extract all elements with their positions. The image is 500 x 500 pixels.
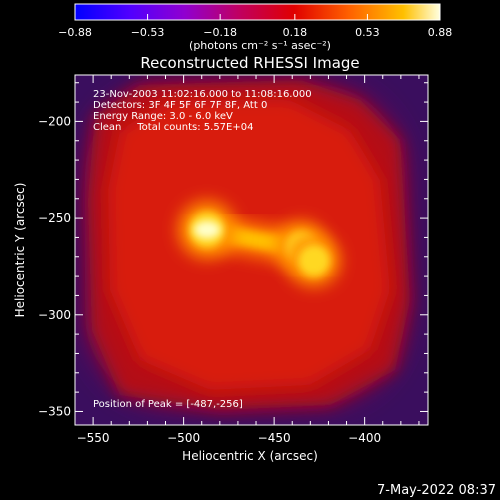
x-tick-label: −500 [167,431,200,445]
colorbar-unit-label: (photons cm⁻² s⁻¹ asec⁻²) [189,39,331,52]
x-axis-ticks: −550 −500 −450 −400 [77,75,420,445]
heatmap-sources [178,200,341,287]
y-axis-ticks: −350 −300 −250 −200 [38,82,428,418]
x-tick-label: −400 [348,431,381,445]
x-tick-label: −550 [77,431,110,445]
colorbar-tick-label: −0.18 [203,26,237,39]
colorbar-gradient [74,3,441,21]
x-axis-label: Heliocentric X (arcsec) [182,449,318,463]
colorbar-tick-label: 0.88 [428,26,453,39]
heatmap-image [75,75,428,425]
colorbar-tick-label: −0.53 [131,26,165,39]
y-tick-label: −250 [38,211,71,225]
footer-timestamp: 7-May-2022 08:37 [377,483,496,498]
y-axis-label: Heliocentric Y (arcsec) [13,183,27,318]
annotation-peak-position: Position of Peak = [-487,-256] [93,399,243,410]
annotation-energy-range: Energy Range: 3.0 - 6.0 keV [93,111,233,122]
annotation-time-range: 23-Nov-2003 11:02:16.000 to 11:08:16.000 [93,89,312,100]
colorbar-tick-label: −0.88 [58,26,92,39]
colorbar-tick-label: 0.53 [355,26,380,39]
colorbar: −0.88 −0.53 −0.18 0.18 0.53 0.88 (photons cm⁻… [58,3,452,52]
y-tick-label: −350 [38,404,71,418]
y-tick-label: −200 [38,114,71,128]
heatmap-source [297,244,331,277]
annotation-detectors: Detectors: 3F 4F 5F 6F 7F 8F, Att 0 [93,100,267,111]
annotation-total-counts: Clean Total counts: 5.57E+04 [93,122,253,133]
colorbar-tick-label: 0.18 [283,26,308,39]
x-tick-label: −450 [258,431,291,445]
colorbar-ticks: −0.88 −0.53 −0.18 0.18 0.53 0.88 [58,14,452,39]
chart-title: Reconstructed RHESSI Image [140,54,359,72]
annotations: 23-Nov-2003 11:02:16.000 to 11:08:16.000… [93,89,312,410]
plot-frame [74,74,429,426]
heatmap-source-peak [193,220,221,239]
y-tick-label: −300 [38,308,71,322]
